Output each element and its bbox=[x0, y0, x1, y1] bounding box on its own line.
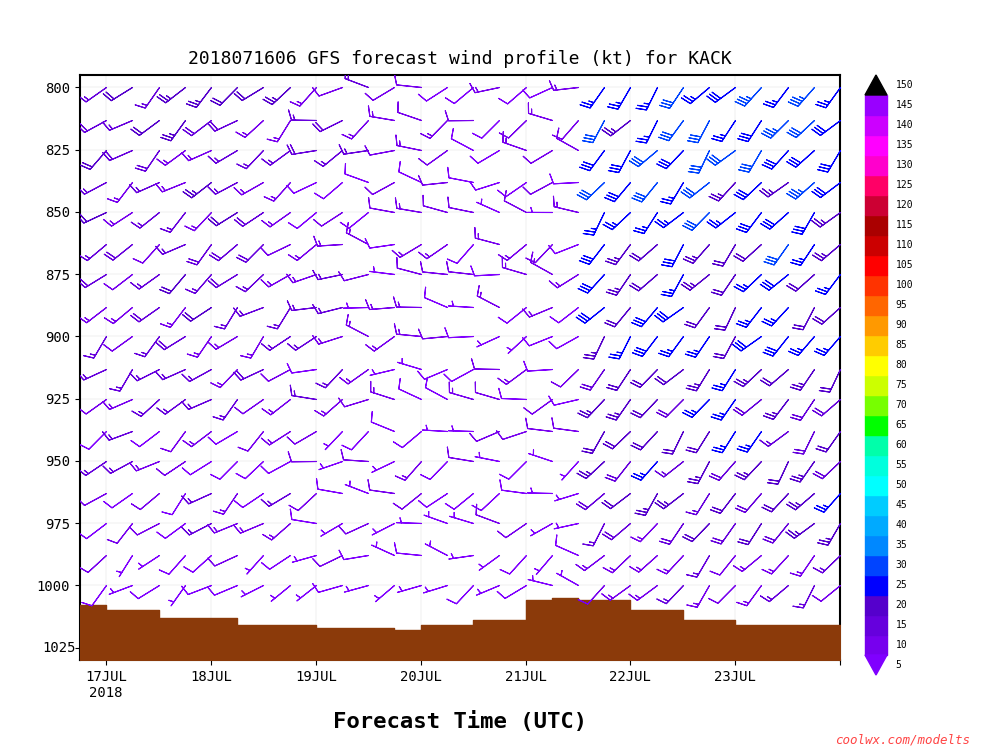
Text: 30: 30 bbox=[896, 560, 908, 570]
Text: 35: 35 bbox=[896, 540, 908, 550]
Bar bbox=[865, 235, 887, 255]
Text: coolwx.com/modelts: coolwx.com/modelts bbox=[835, 734, 970, 746]
Text: 100: 100 bbox=[896, 280, 913, 290]
Bar bbox=[865, 335, 887, 355]
Text: 110: 110 bbox=[896, 240, 913, 250]
Polygon shape bbox=[865, 75, 887, 95]
Text: 5: 5 bbox=[896, 660, 902, 670]
Text: 15: 15 bbox=[896, 620, 908, 630]
Bar bbox=[865, 295, 887, 315]
Bar bbox=[865, 375, 887, 395]
Text: 105: 105 bbox=[896, 260, 913, 270]
Text: 90: 90 bbox=[896, 320, 908, 330]
Text: 150: 150 bbox=[896, 80, 913, 90]
Text: 135: 135 bbox=[896, 140, 913, 150]
Bar bbox=[865, 575, 887, 595]
Text: 55: 55 bbox=[896, 460, 908, 470]
Text: 70: 70 bbox=[896, 400, 908, 410]
Bar bbox=[865, 495, 887, 515]
Bar bbox=[865, 475, 887, 495]
Text: 10: 10 bbox=[896, 640, 908, 650]
Text: 130: 130 bbox=[896, 160, 913, 170]
Text: 45: 45 bbox=[896, 500, 908, 510]
Bar bbox=[865, 435, 887, 455]
Text: 125: 125 bbox=[896, 180, 913, 190]
Bar bbox=[865, 415, 887, 435]
Title: 2018071606 GFS forecast wind profile (kt) for KACK: 2018071606 GFS forecast wind profile (kt… bbox=[188, 50, 732, 68]
Text: 140: 140 bbox=[896, 120, 913, 130]
Bar bbox=[865, 315, 887, 335]
Text: 145: 145 bbox=[896, 100, 913, 110]
Bar bbox=[865, 515, 887, 535]
Bar bbox=[865, 595, 887, 615]
Bar bbox=[865, 535, 887, 555]
Bar bbox=[865, 135, 887, 155]
Bar bbox=[865, 195, 887, 215]
Bar bbox=[865, 155, 887, 175]
Bar bbox=[865, 115, 887, 135]
Bar bbox=[865, 555, 887, 575]
Bar bbox=[865, 175, 887, 195]
Bar bbox=[865, 395, 887, 415]
Text: 40: 40 bbox=[896, 520, 908, 530]
Bar bbox=[865, 275, 887, 295]
Text: 115: 115 bbox=[896, 220, 913, 230]
Text: 80: 80 bbox=[896, 360, 908, 370]
Bar bbox=[865, 635, 887, 655]
X-axis label: Forecast Time (UTC): Forecast Time (UTC) bbox=[333, 711, 587, 732]
Text: 85: 85 bbox=[896, 340, 908, 350]
Text: 1025: 1025 bbox=[43, 640, 76, 655]
Text: 95: 95 bbox=[896, 300, 908, 310]
Bar bbox=[865, 95, 887, 115]
Text: 65: 65 bbox=[896, 420, 908, 430]
Polygon shape bbox=[865, 655, 887, 675]
Bar bbox=[865, 255, 887, 275]
Text: 25: 25 bbox=[896, 580, 908, 590]
Text: 60: 60 bbox=[896, 440, 908, 450]
Text: 20: 20 bbox=[896, 600, 908, 610]
Text: 120: 120 bbox=[896, 200, 913, 210]
Text: 50: 50 bbox=[896, 480, 908, 490]
Bar bbox=[865, 215, 887, 235]
Text: 75: 75 bbox=[896, 380, 908, 390]
Bar bbox=[865, 455, 887, 475]
Bar bbox=[865, 355, 887, 375]
Bar bbox=[865, 615, 887, 635]
